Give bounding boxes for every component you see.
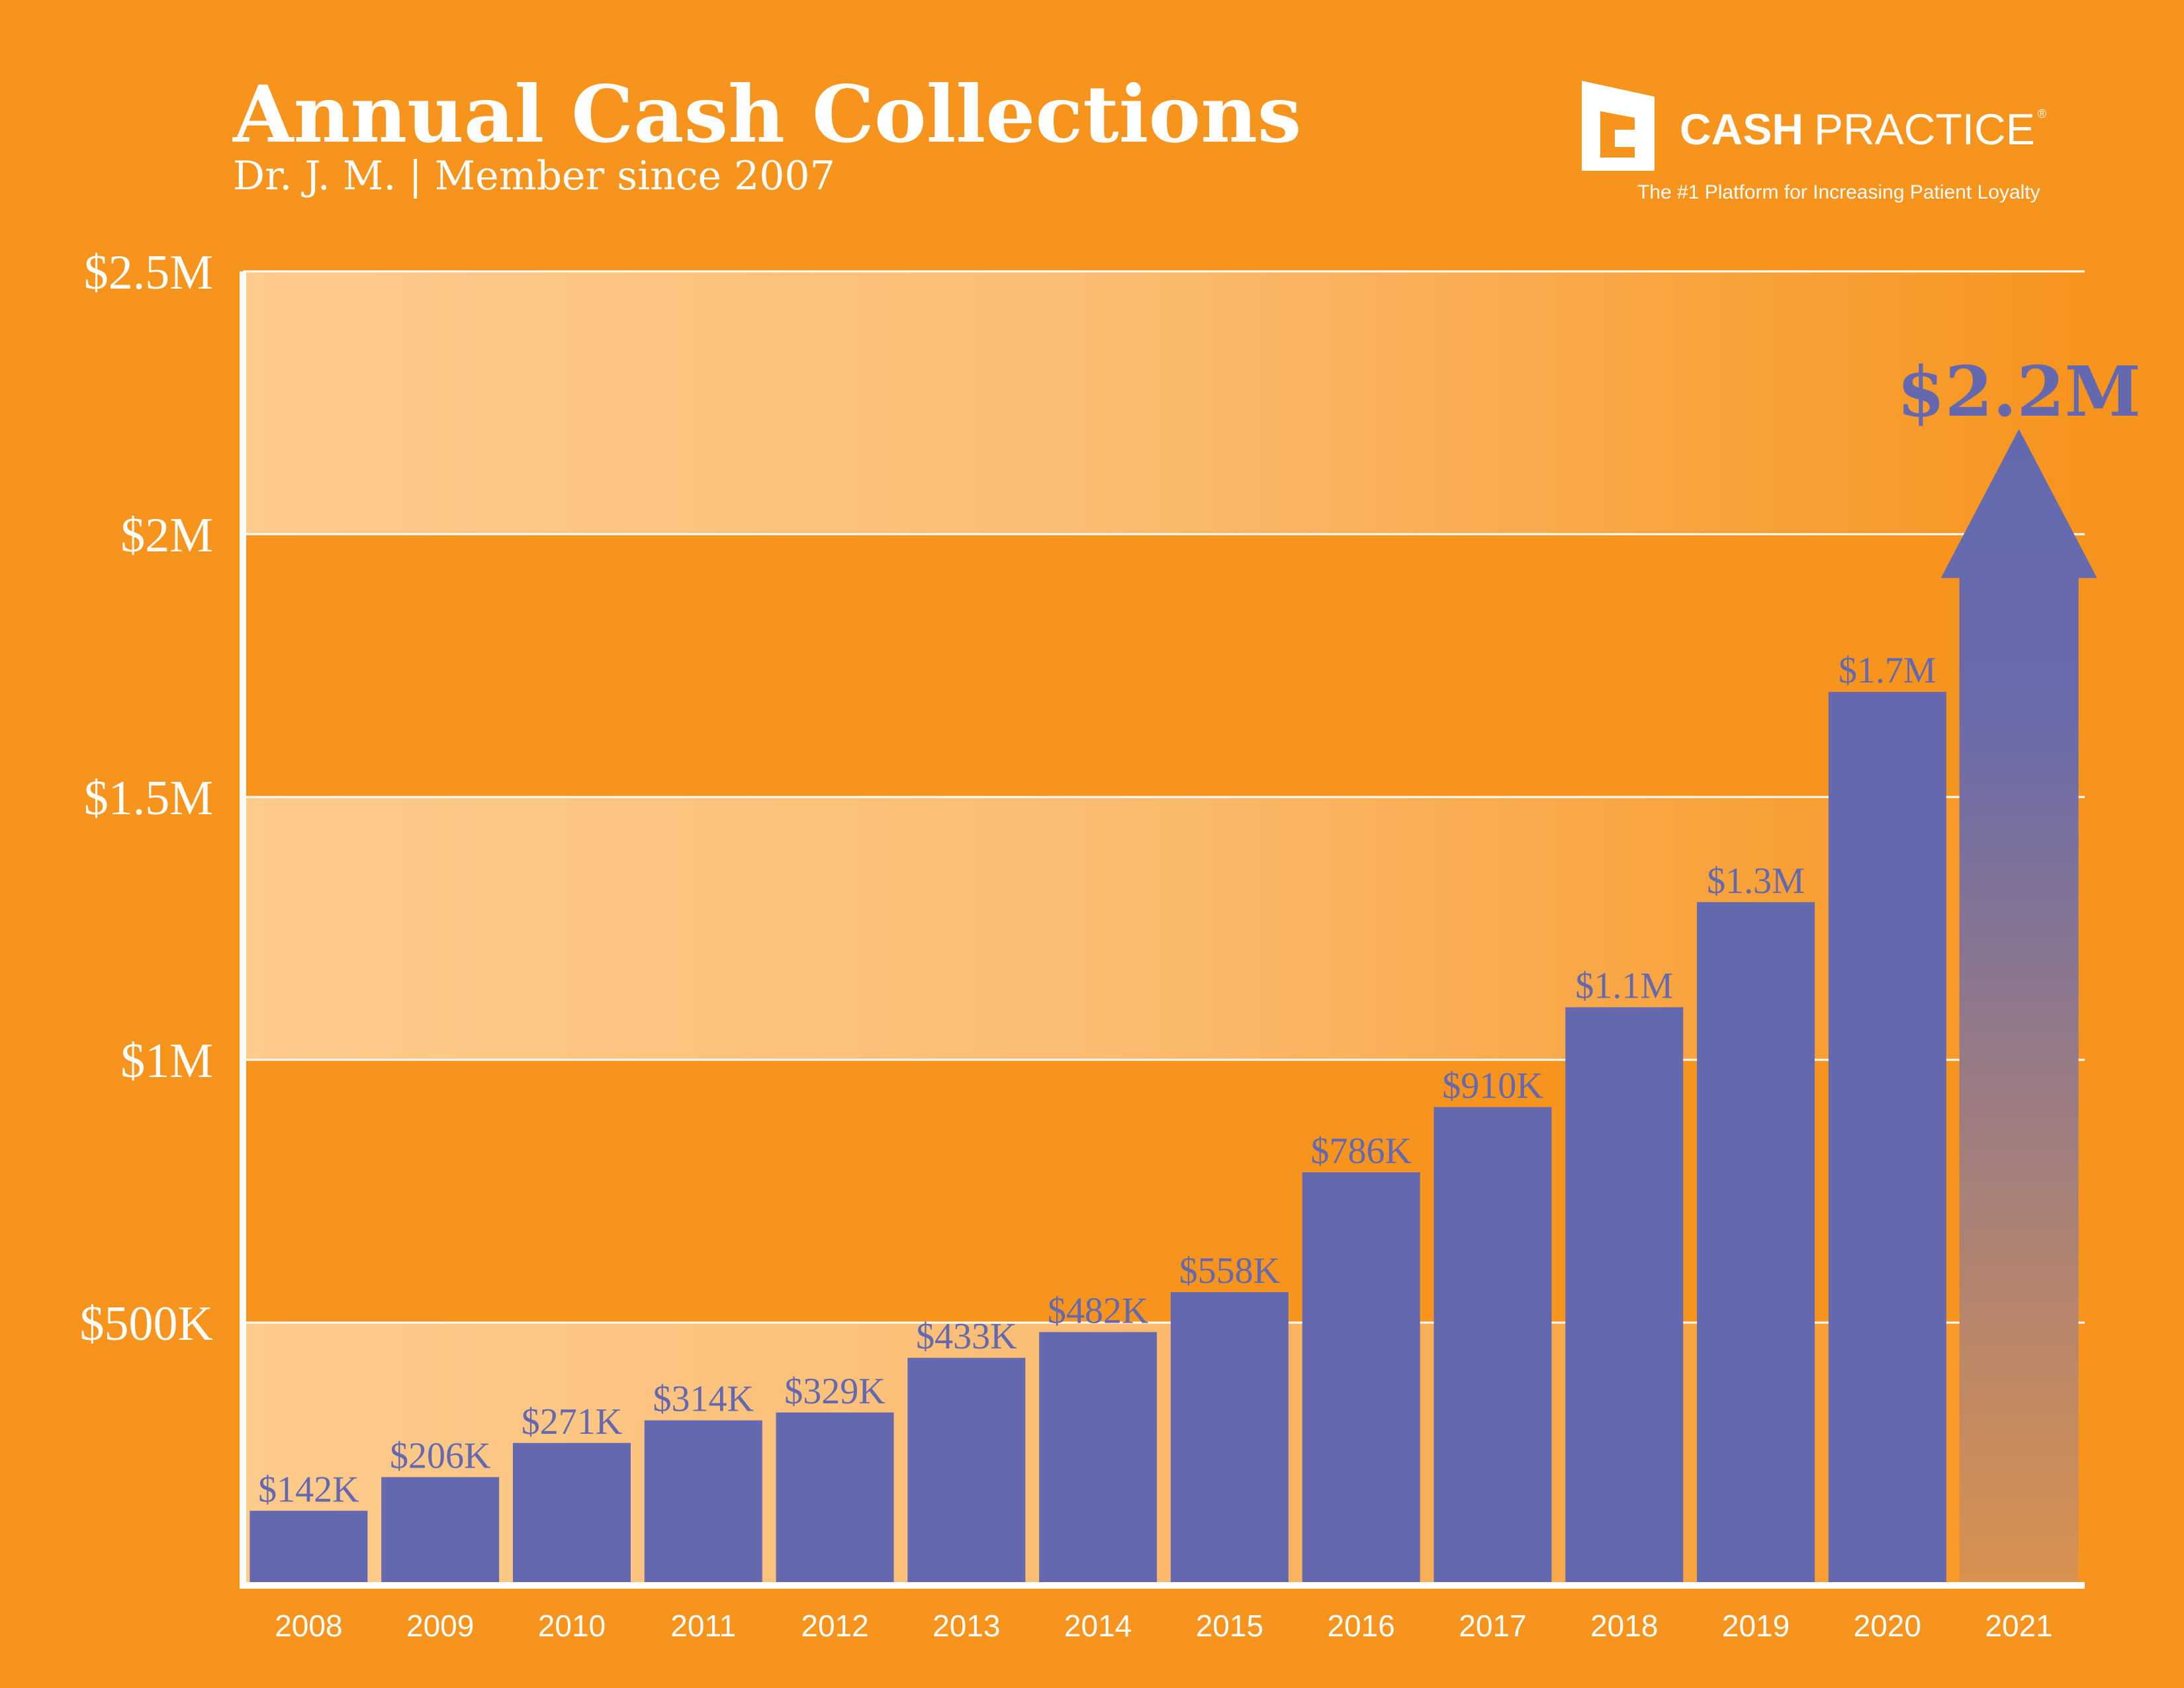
data-label: $786K (1310, 1131, 1411, 1172)
y-tick-label: $2.5M (84, 246, 213, 300)
data-label: $206K (390, 1435, 490, 1476)
data-label: $558K (1179, 1250, 1280, 1291)
data-label: $271K (522, 1401, 622, 1442)
x-tick-label: 2017 (1459, 1609, 1526, 1643)
x-tick-label: 2021 (1985, 1609, 2052, 1643)
bar (1039, 1332, 1158, 1582)
bar (907, 1358, 1026, 1582)
x-tick-labels: 2008 2009 2010 2011 2012 2013 2014 2015 2016 2017… (275, 1609, 2053, 1643)
x-tick-label: 2016 (1328, 1609, 1395, 1643)
x-tick-label: 2012 (801, 1609, 868, 1643)
bar (1170, 1291, 1289, 1582)
data-label-projected: $2.2M (1897, 351, 2140, 432)
bar (381, 1477, 500, 1582)
bar (512, 1442, 631, 1582)
data-label: $482K (1048, 1290, 1148, 1331)
logo-tagline: The #1 Platform for Increasing Patient L… (1637, 181, 2040, 203)
plot-band-2 (243, 271, 2085, 534)
y-tick-label: $2M (120, 508, 213, 563)
bars (250, 429, 2097, 1583)
x-tick-label: 2014 (1064, 1609, 1132, 1643)
y-tick-label: $1M (120, 1034, 213, 1088)
x-tick-label: 2013 (933, 1609, 1000, 1643)
data-labels: $142K $206K $271K $314K $329K $433K $482K $558K… (258, 351, 2141, 1510)
logo-registered: ® (2038, 107, 2046, 120)
logo-name-bold: CASH (1680, 105, 1803, 154)
bar (1565, 1007, 1684, 1582)
x-tick-label: 2011 (670, 1609, 736, 1643)
data-label: $1.1M (1575, 966, 1673, 1007)
bar (1828, 692, 1946, 1582)
axes (240, 271, 2085, 1589)
bar (644, 1420, 762, 1582)
chart-subtitle: Dr. J. M. | Member since 2007 (233, 153, 835, 199)
data-label: $433K (916, 1316, 1017, 1357)
data-label: $1.3M (1707, 861, 1805, 902)
data-label: $142K (258, 1469, 359, 1510)
cash-practice-logo-icon (1582, 81, 1655, 171)
logo-wordmark: CASH PRACTICE ® (1680, 105, 2046, 154)
bar (776, 1412, 894, 1582)
data-label: $314K (653, 1379, 754, 1420)
data-label: $329K (784, 1371, 885, 1412)
x-tick-label: 2020 (1854, 1609, 1921, 1643)
bar (1302, 1172, 1420, 1582)
x-tick-label: 2019 (1722, 1609, 1790, 1643)
y-tick-labels: $500K $1M $1.5M $2M $2.5M (80, 246, 213, 1351)
chart-title: Annual Cash Collections (232, 68, 1301, 160)
bar (1433, 1107, 1552, 1582)
y-tick-label: $1.5M (84, 771, 213, 825)
x-tick-label: 2010 (538, 1609, 606, 1643)
x-tick-label: 2018 (1590, 1609, 1658, 1643)
data-label: $910K (1442, 1065, 1543, 1106)
x-tick-label: 2008 (275, 1609, 342, 1643)
x-tick-label: 2015 (1196, 1609, 1263, 1643)
y-tick-label: $500K (80, 1297, 213, 1351)
data-label: $1.7M (1839, 650, 1936, 691)
logo-name-light: PRACTICE (1814, 105, 2035, 154)
x-tick-label: 2009 (406, 1609, 474, 1643)
bar (250, 1511, 368, 1582)
logo: CASH PRACTICE ® The #1 Platform for Increa… (1582, 81, 2046, 203)
projection-arrow (1940, 429, 2097, 1583)
bar (1697, 902, 1815, 1582)
